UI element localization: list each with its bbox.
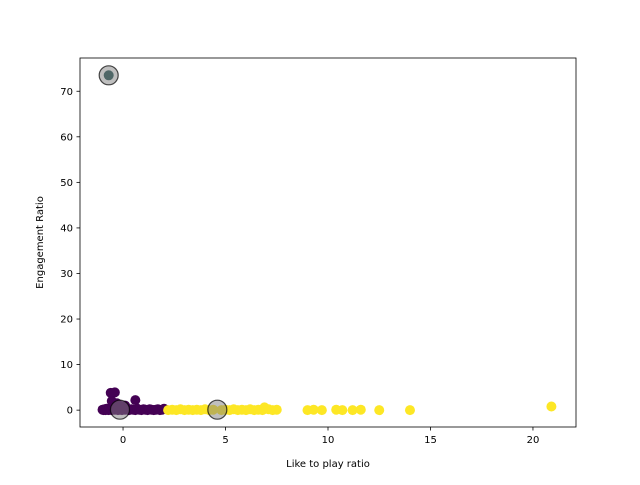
y-tick-label: 50 [60, 178, 73, 189]
data-point [404, 405, 415, 416]
y-tick-label: 20 [60, 315, 73, 326]
data-point [308, 404, 319, 415]
plot-frame [79, 57, 577, 428]
y-tick-label: 30 [60, 269, 73, 280]
data-point [374, 405, 385, 416]
x-tick-label: 10 [322, 435, 335, 446]
y-tick-label: 10 [60, 360, 73, 371]
data-point [546, 401, 557, 412]
data-point [109, 387, 120, 398]
x-axis-label: Like to play ratio [286, 459, 370, 470]
centroid-marker [109, 399, 131, 420]
y-tick-label: 40 [60, 223, 73, 234]
data-point [130, 395, 141, 406]
y-tick-label: 60 [60, 132, 73, 143]
x-tick-label: 0 [120, 435, 126, 446]
data-point [355, 404, 366, 415]
data-point [337, 405, 348, 416]
x-tick-label: 20 [527, 435, 540, 446]
data-point [316, 405, 327, 416]
x-tick-label: 15 [424, 435, 437, 446]
centroids-layer [98, 65, 228, 420]
data-point [347, 405, 358, 416]
centroid-marker [98, 65, 119, 86]
x-axis: 0 5 10 15 20 [120, 427, 539, 446]
y-tick-label: 0 [67, 406, 73, 417]
y-tick-label: 70 [60, 87, 73, 98]
y-axis: 0 10 20 30 40 50 60 70 [60, 87, 80, 417]
y-axis-label: Engagement Ratio [35, 196, 46, 289]
x-tick-label: 5 [222, 435, 228, 446]
points-layer [97, 70, 557, 416]
data-point [271, 404, 282, 415]
centroid-marker [207, 399, 228, 420]
